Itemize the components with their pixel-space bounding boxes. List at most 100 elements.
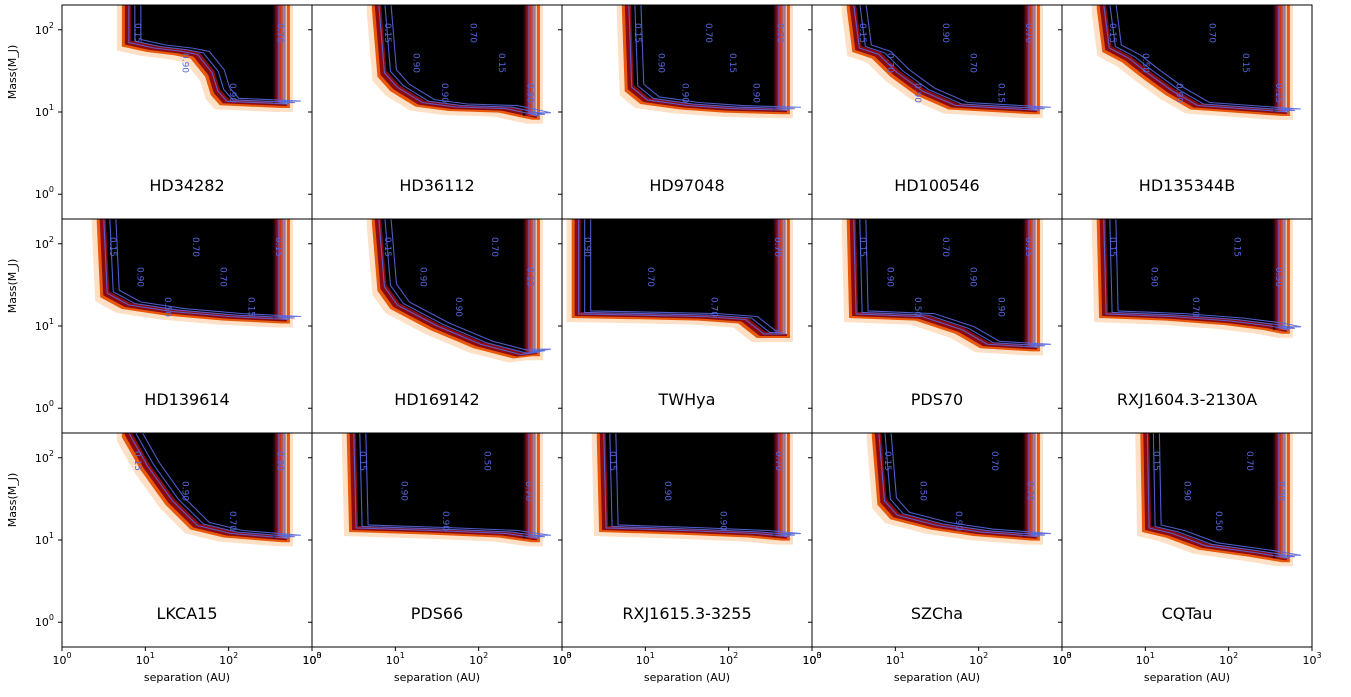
contour-label: 0.15 [857, 23, 867, 43]
heatmap-right-edge [772, 5, 787, 111]
heatmap-right-edge [522, 433, 537, 539]
contour-label: 0.15 [132, 23, 142, 43]
panel-title: PDS66 [411, 604, 463, 623]
panel-title: HD169142 [394, 390, 479, 409]
contour-label: 0.15 [132, 451, 142, 471]
heatmap-core [580, 219, 773, 332]
heatmap-right-edge [272, 433, 287, 539]
contour-label: 0.15 [857, 237, 867, 257]
contour-label: 0.70 [940, 237, 950, 257]
contour-line [578, 219, 786, 335]
panel-hd100546: 0.15 0.70 0.90 0.90 0.70 0.15 0.70 HD100546 [808, 4, 1063, 220]
heatmap-right-edge [272, 219, 287, 320]
y-tick-label: 102 [35, 449, 54, 465]
contour-line [134, 5, 295, 104]
heatmap-right-edge [272, 5, 287, 105]
contour-line [140, 5, 301, 102]
panel-title: RXJ1615.3-3255 [622, 604, 751, 623]
contour-label: 0.90 [656, 53, 666, 73]
x-axis-label: separation (AU) [1144, 671, 1230, 684]
contour-label: 0.70 [884, 53, 894, 73]
contour-line [1109, 5, 1295, 112]
x-tick-label: 101 [886, 651, 905, 667]
y-tick-label: 100 [35, 185, 54, 201]
contour-label: 0.15 [632, 23, 642, 43]
contour-line [853, 5, 1039, 111]
panel-title: HD139614 [144, 390, 229, 409]
panel-twhya: 0.90 0.70 0.70 0.70 TWHya [558, 218, 813, 434]
contour-label: 0.90 [751, 83, 761, 103]
x-axis-label: separation (AU) [644, 671, 730, 684]
contour-line [884, 433, 1045, 536]
heatmap-right-edge [772, 433, 787, 537]
panel-rxj1604.3-2130a: 0.15 0.90 0.70 0.15 0.50 RXJ1604.3-2130A [1058, 218, 1313, 434]
contour-line [1146, 433, 1290, 559]
heatmap-right-edge [1022, 433, 1037, 537]
contour-label: 0.90 [968, 267, 978, 287]
panel-cqtau: 0.15 0.90 0.50 0.70 0.90 CQTau 100 101 102 103 [1052, 432, 1322, 667]
panel-hd97048: 0.15 0.90 0.90 0.70 0.15 0.90 0.70 HD97048 [558, 4, 813, 220]
y-tick-label: 101 [35, 103, 54, 119]
contour-label: 0.70 [1207, 23, 1217, 43]
contour-label: 0.90 [439, 83, 449, 103]
contour-line [115, 219, 301, 318]
panel-title: HD34282 [149, 176, 224, 195]
contour-label: 0.90 [179, 53, 189, 73]
contour-label: 0.90 [940, 23, 950, 43]
heatmap-core [355, 433, 541, 537]
y-tick-label: 101 [35, 531, 54, 547]
heatmap-core [856, 5, 1041, 109]
x-tick-label: 101 [1136, 651, 1155, 667]
panel-title: PDS70 [911, 390, 963, 409]
contour-line [584, 219, 783, 334]
heatmap-core [881, 433, 1041, 535]
contour-line [128, 5, 289, 105]
x-tick-label: 101 [636, 651, 655, 667]
x-tick-label: 102 [219, 651, 238, 667]
contour-label: 0.90 [274, 451, 284, 471]
x-tick-label: 102 [719, 651, 738, 667]
contour-line [853, 219, 1039, 348]
x-tick-label: 102 [969, 651, 988, 667]
contour-line [378, 5, 540, 117]
heatmap-right-edge [1022, 5, 1037, 111]
x-tick-label: 102 [469, 651, 488, 667]
contour-line [615, 433, 801, 535]
x-axis-label: separation (AU) [144, 671, 230, 684]
x-tick-label: 100 [302, 651, 321, 667]
contour-line [1115, 219, 1302, 328]
contour-label: 0.90 [440, 511, 450, 531]
axes-labels: Mass(M_J) Mass(M_J) separation (AU) Mass(M_… [6, 45, 1230, 684]
contour-label: 0.70 [645, 267, 655, 287]
contour-label: 0.90 [679, 83, 689, 103]
y-tick-label: 100 [35, 613, 54, 629]
contour-label: 0.90 [524, 83, 534, 103]
y-tick-label: 102 [35, 235, 54, 251]
contour-label: 0.90 [453, 297, 463, 317]
heatmap-right-edge [1272, 433, 1287, 559]
contour-label: 0.50 [912, 297, 922, 317]
y-axis-label: Mass(M_J) [6, 45, 19, 100]
contour-label: 0.70 [1190, 297, 1200, 317]
contour-label: 0.70 [708, 297, 718, 317]
contour-line [109, 219, 295, 319]
contour-label: 0.50 [917, 481, 927, 501]
contour-line [603, 433, 789, 538]
panel-hd139614: 0.15 0.90 0.50 0.70 0.70 0.15 0.15 HD139614 100 1… [35, 218, 313, 434]
contour-label: 0.70 [989, 451, 999, 471]
contour-line [865, 219, 1051, 345]
contour-label: 0.90 [1148, 267, 1158, 287]
contour-label: 0.70 [218, 267, 228, 287]
panel-title: LKCA15 [156, 604, 217, 623]
heatmap-core [1106, 5, 1291, 110]
contour-line [390, 5, 552, 114]
contour-label: 0.15 [107, 237, 117, 257]
contour-line [865, 5, 1051, 108]
panel-hd34282: 0.15 0.90 0.90 0.70 HD34282 100 101 102 [35, 4, 313, 220]
contour-line [128, 433, 289, 539]
heatmap-core [855, 219, 1041, 346]
contour-line [135, 433, 295, 538]
contour-label: 0.70 [274, 23, 284, 43]
panel-lkca15: 0.15 0.90 0.70 0.90 LKCA15 100 101 102 100 101 102… [35, 432, 322, 667]
contour-label: 0.15 [382, 23, 392, 43]
